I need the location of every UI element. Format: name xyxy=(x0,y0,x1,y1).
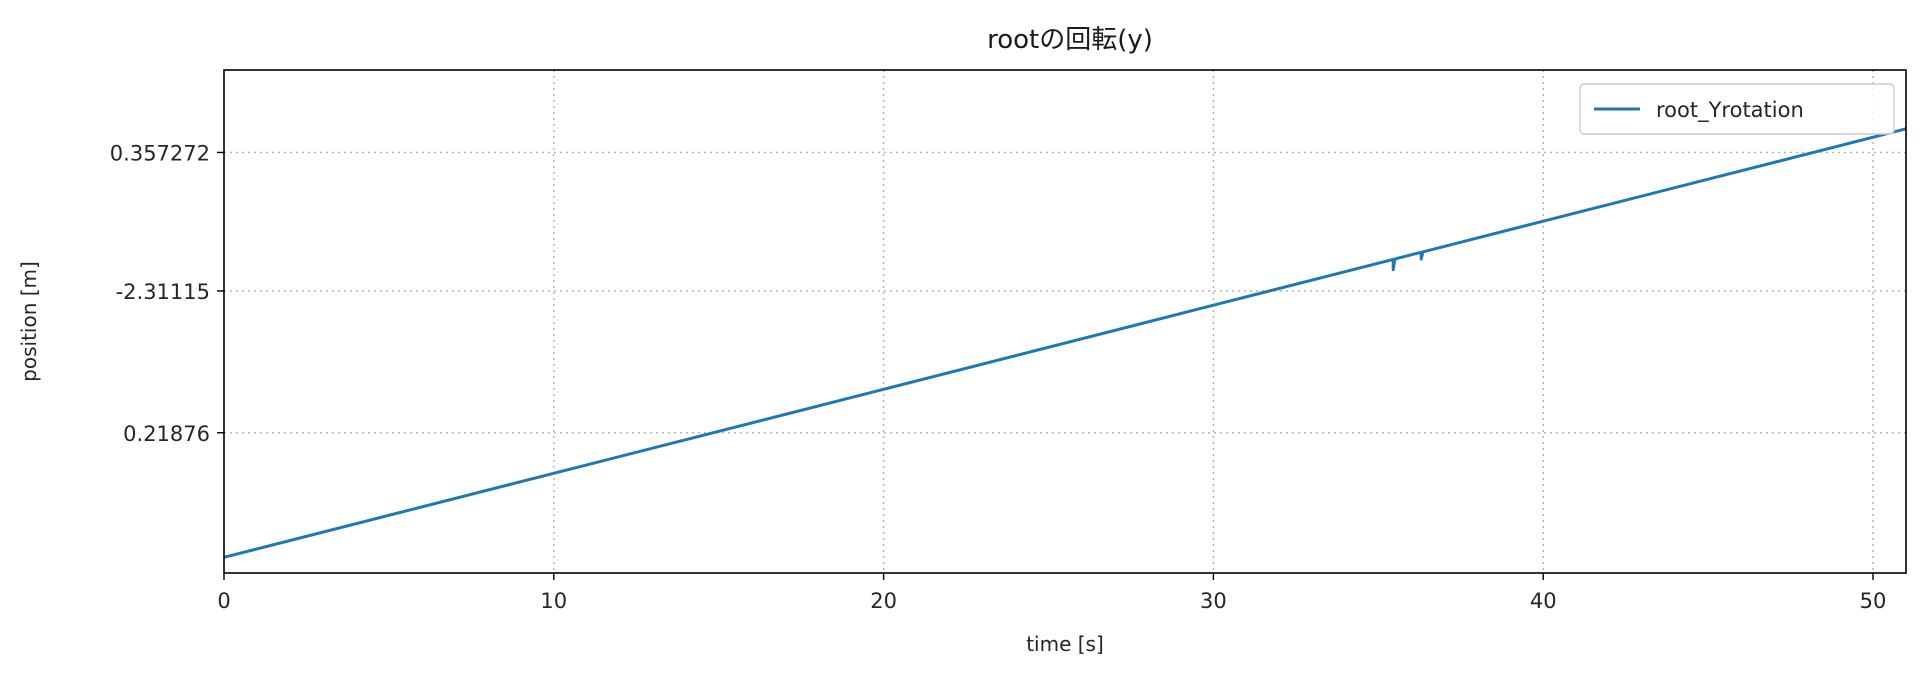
legend-label: root_Yrotation xyxy=(1656,98,1804,123)
x-axis-ticks: 0 10 20 30 40 50 xyxy=(217,573,1886,613)
series-layer xyxy=(223,127,1907,559)
x-tick-label-3: 30 xyxy=(1200,589,1227,613)
series-line-0 xyxy=(223,127,1907,559)
x-tick-label-1: 10 xyxy=(540,589,567,613)
y-axis-label: position [m] xyxy=(17,261,41,382)
x-tick-label-4: 40 xyxy=(1530,589,1557,613)
plot-area-frame xyxy=(223,69,1907,574)
y-tick-label-1: -2.31115 xyxy=(116,280,210,304)
legend-box xyxy=(1579,83,1895,135)
y-tick-label-2: 0.357272 xyxy=(110,141,210,165)
x-axis-label: time [s] xyxy=(1026,632,1104,656)
x-tick-label-0: 0 xyxy=(217,589,230,613)
y-tick-label-0: 0.21876 xyxy=(123,422,210,446)
y-axis-ticks: 0.21876 -2.31115 0.357272 xyxy=(110,141,224,446)
legend: root_Yrotation xyxy=(1579,83,1895,135)
x-tick-label-2: 20 xyxy=(870,589,897,613)
grid-lines xyxy=(224,70,1906,573)
chart-title: rootの回転(y) xyxy=(987,25,1153,55)
x-tick-label-5: 50 xyxy=(1860,589,1887,613)
